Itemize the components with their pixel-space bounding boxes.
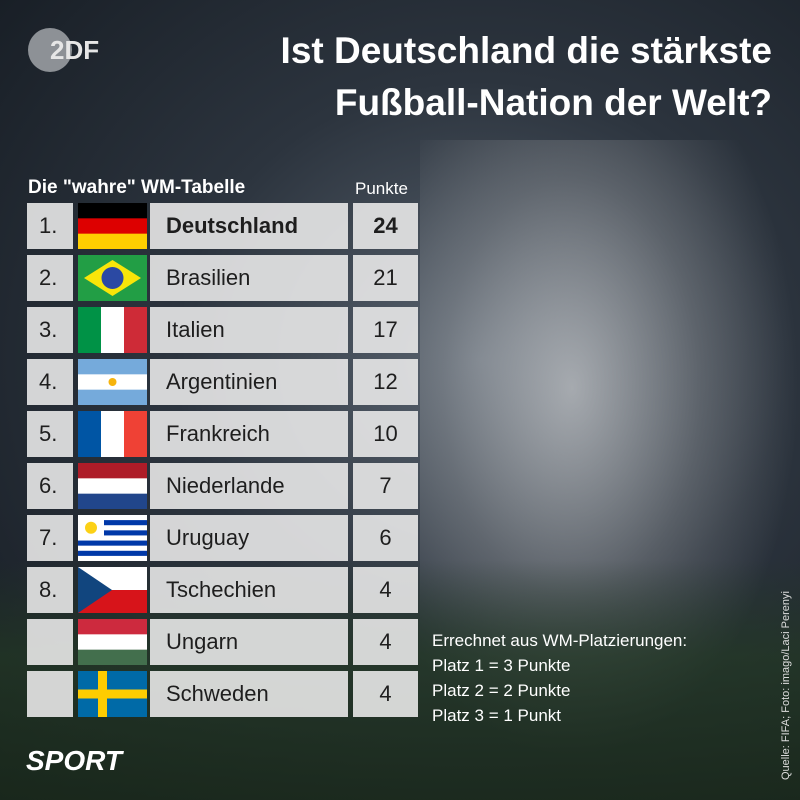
rank: 8. xyxy=(39,577,58,602)
country-cell: Frankreich xyxy=(150,411,348,457)
flag xyxy=(78,359,147,406)
country: Brasilien xyxy=(166,265,251,290)
points-cell: 4 xyxy=(353,671,418,717)
note: Platz 2 = 2 Punkte xyxy=(432,681,571,700)
country: Schweden xyxy=(166,681,269,706)
flag-cell xyxy=(78,463,147,510)
points-cell: 4 xyxy=(353,619,418,665)
points: 24 xyxy=(373,213,398,238)
rank-cell: 3. xyxy=(27,307,73,353)
title: Fußball-Nation der Welt? xyxy=(334,82,772,123)
rank: 2. xyxy=(39,265,58,290)
points-cell: 24 xyxy=(353,203,418,249)
flag-cell xyxy=(78,203,147,250)
points-cell: 17 xyxy=(353,307,418,353)
country-cell: Uruguay xyxy=(150,515,348,561)
country-cell: Schweden xyxy=(150,671,348,717)
country-cell: Italien xyxy=(150,307,348,353)
rank-cell xyxy=(27,671,73,717)
country-cell: Ungarn xyxy=(150,619,348,665)
country: Italien xyxy=(166,317,225,342)
points: 4 xyxy=(379,577,392,602)
flag-cell xyxy=(78,567,147,614)
rank-cell: 7. xyxy=(27,515,73,561)
points: 12 xyxy=(373,369,398,394)
note: Platz 3 = 1 Punkt xyxy=(432,706,561,725)
country: Uruguay xyxy=(166,525,250,550)
flag xyxy=(78,203,147,250)
points-cell: 10 xyxy=(353,411,418,457)
points: 4 xyxy=(379,629,392,654)
points-cell: 12 xyxy=(353,359,418,405)
rank: 4. xyxy=(39,369,58,394)
rank: 5. xyxy=(39,421,58,446)
country-cell: Deutschland xyxy=(150,203,348,249)
rank-cell: 5. xyxy=(27,411,73,457)
rank-cell: 8. xyxy=(27,567,73,613)
country: Deutschland xyxy=(166,213,299,238)
points: 17 xyxy=(373,317,398,342)
flag xyxy=(78,671,147,717)
country-cell: Brasilien xyxy=(150,255,348,301)
points-cell: 4 xyxy=(353,567,418,613)
flag xyxy=(78,307,148,353)
flag xyxy=(78,567,147,614)
flag-cell xyxy=(78,619,147,666)
note: Platz 1 = 3 Punkte xyxy=(432,656,571,675)
section-label: SPORT xyxy=(26,745,122,776)
rank: 1. xyxy=(39,213,58,238)
country-cell: Tschechien xyxy=(150,567,348,613)
flag xyxy=(78,619,147,666)
rank: 3. xyxy=(39,317,58,342)
rank-cell: 6. xyxy=(27,463,73,509)
credit: Quelle: FIFA; Foto: imago/Laci Perenyi xyxy=(780,591,792,780)
points-cell: 7 xyxy=(353,463,418,509)
points: 6 xyxy=(379,525,392,550)
points: 7 xyxy=(379,473,392,498)
title: Ist Deutschland die stärkste xyxy=(280,30,772,71)
points: 4 xyxy=(379,681,392,706)
points: 21 xyxy=(373,265,398,290)
table-title: Die "wahre" WM-Tabelle xyxy=(28,177,246,198)
points-header: Punkte xyxy=(355,179,408,198)
flag xyxy=(78,463,147,510)
logo: 2DF xyxy=(28,28,99,72)
flag-cell xyxy=(78,307,148,353)
country: Tschechien xyxy=(166,577,277,602)
note: Errechnet aus WM-Platzierungen: xyxy=(432,631,688,650)
country: Ungarn xyxy=(166,629,239,654)
rank-cell xyxy=(27,619,73,665)
country-cell: Argentinien xyxy=(150,359,348,405)
flag xyxy=(78,255,147,301)
rank-cell: 1. xyxy=(27,203,73,249)
flag-cell xyxy=(78,411,148,457)
rank: 6. xyxy=(39,473,58,498)
rank: 7. xyxy=(39,525,58,550)
points-cell: 6 xyxy=(353,515,418,561)
flag xyxy=(78,515,147,562)
points: 10 xyxy=(373,421,398,446)
flag-cell xyxy=(78,359,147,406)
country: Frankreich xyxy=(166,421,270,446)
rank-cell: 4. xyxy=(27,359,73,405)
country-cell: Niederlande xyxy=(150,463,348,509)
flag-cell xyxy=(78,671,147,717)
flag-cell xyxy=(78,515,147,562)
country: Argentinien xyxy=(166,369,278,394)
flag xyxy=(78,411,148,457)
country: Niederlande xyxy=(166,473,285,498)
points-cell: 21 xyxy=(353,255,418,301)
rank-cell: 2. xyxy=(27,255,73,301)
flag-cell xyxy=(78,255,147,301)
